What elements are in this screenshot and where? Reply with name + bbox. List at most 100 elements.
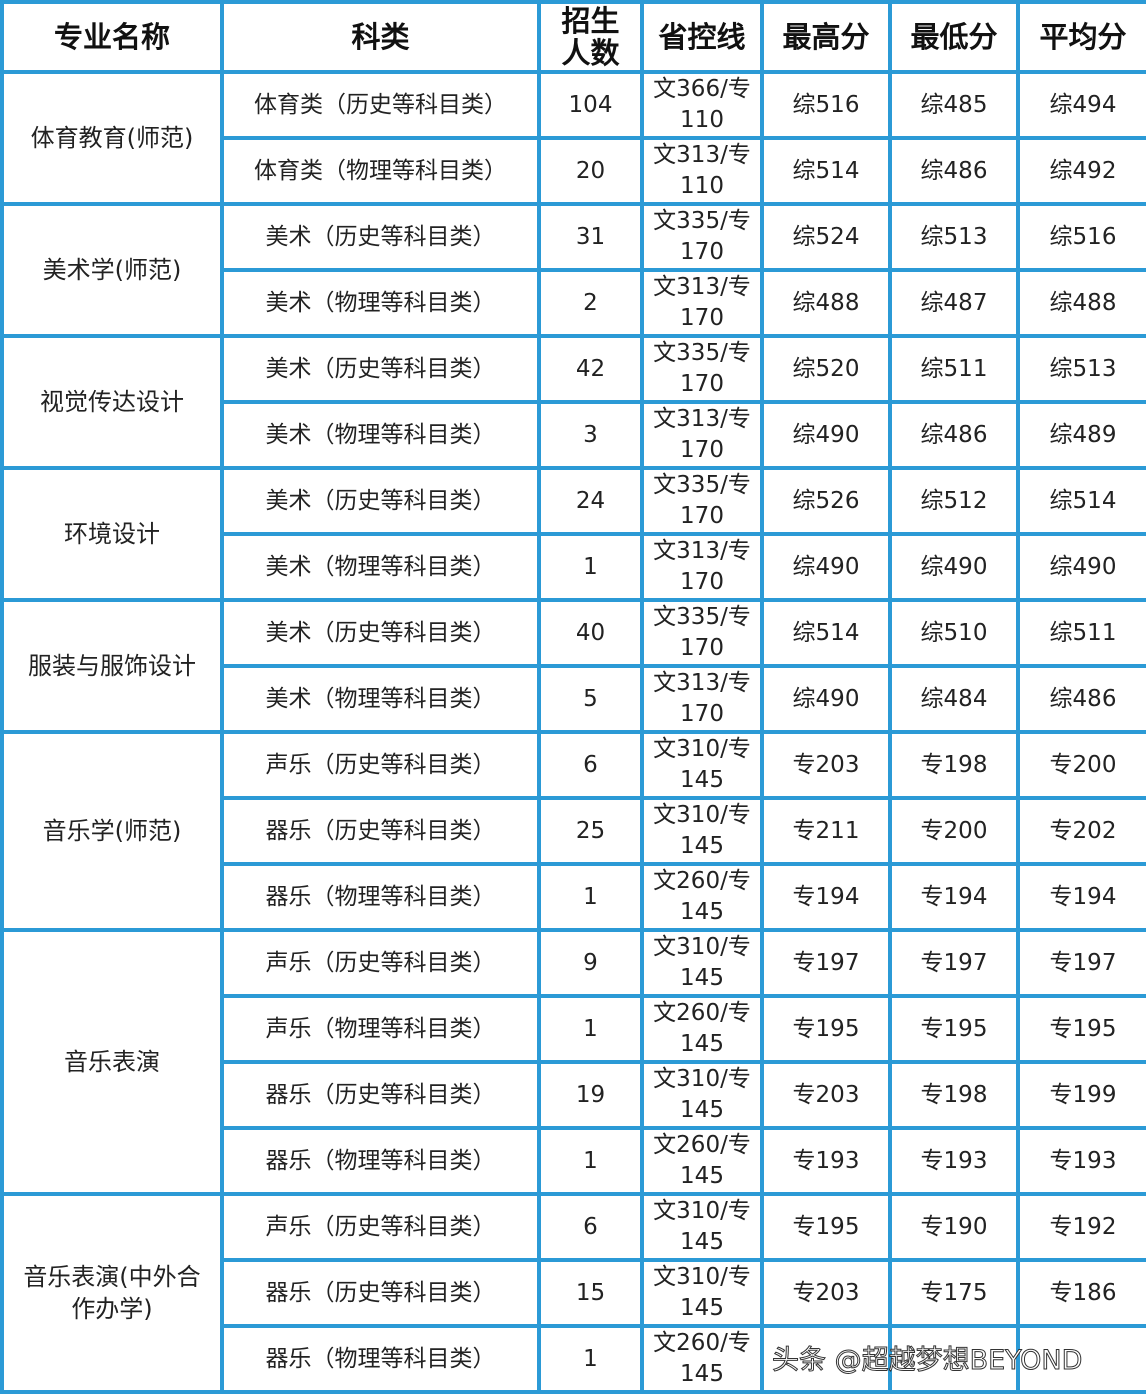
table-row: 声乐（物理等科目类） 1 文260/专145 专195 专195 专195 [2,994,1146,1064]
table-row: 音乐学(师范) 声乐（历史等科目类） 6 文310/专145 专203 专198 专200 [0,730,1146,932]
category-cell: 美术（物理等科目类） [220,664,541,734]
min-score-cell: 综486 [888,136,1020,206]
control-line-cell: 文335/专170 [640,202,764,272]
watermark: 头条 @超越梦想BEYOND [771,1345,1083,1377]
max-score-cell: 综514 [760,136,892,206]
enrollment-cell: 6 [537,730,644,800]
min-score-cell: 综513 [888,202,1020,272]
control-line-cell: 文313/专170 [640,400,764,470]
min-score-cell: 综486 [888,400,1020,470]
category-cell: 美术（物理等科目类） [220,268,541,338]
max-score-cell: 专197 [760,928,892,998]
header-major: 专业名称 [0,0,224,74]
enrollment-cell: 31 [537,202,644,272]
control-line-cell: 文310/专145 [640,730,764,800]
category-cell: 声乐（历史等科目类） [220,928,541,998]
avg-score-cell [1016,1324,1146,1394]
min-score-cell: 综484 [888,664,1020,734]
table-row: 音乐表演 声乐（历史等科目类） 9 文310/专145 专197 专197 专197 [0,928,1146,1196]
max-score-cell: 综524 [760,202,892,272]
min-score-cell: 专195 [888,994,1020,1064]
avg-score-cell: 综511 [1016,598,1146,668]
min-score-cell: 专200 [888,796,1020,866]
min-score-cell: 专193 [888,1126,1020,1196]
max-score-cell: 专203 [760,1258,892,1328]
enrollment-cell: 24 [537,466,644,536]
major-cell: 美术学(师范) [0,202,224,338]
avg-score-cell: 综488 [1016,268,1146,338]
control-line-cell: 文335/专170 [640,598,764,668]
major-cell: 音乐表演(中外合作办学) [0,1192,224,1394]
min-score-cell: 综490 [888,532,1020,602]
min-score-cell: 专197 [888,928,1020,998]
max-score-cell: 综490 [760,532,892,602]
avg-score-cell: 综486 [1016,664,1146,734]
category-cell: 体育类（历史等科目类） [220,70,541,140]
table-row: 美术（物理等科目类） 3 文313/专170 综490 综486 综489 [2,400,1146,470]
enrollment-cell: 104 [537,70,644,140]
category-cell: 器乐（历史等科目类） [220,796,541,866]
category-cell: 器乐（历史等科目类） [220,1060,541,1130]
avg-score-cell: 综514 [1016,466,1146,536]
major-cell: 音乐表演 [0,928,224,1196]
control-line-cell: 文310/专145 [640,1060,764,1130]
max-score-cell: 综490 [760,664,892,734]
control-line-cell: 文310/专145 [640,928,764,998]
table-row: 器乐（物理等科目类） 1 文260/专145 专194 专194 专194 [2,862,1146,932]
max-score-cell: 综520 [760,334,892,404]
header-control-line: 省控线 [640,0,764,74]
max-score-cell: 专193 [760,1126,892,1196]
table-row: 体育教育(师范) 体育类（历史等科目类） 104 文366/专110 综516 综485 综… [0,70,1146,206]
major-cell: 视觉传达设计 [0,334,224,470]
enrollment-cell: 42 [537,334,644,404]
min-score-cell: 综487 [888,268,1020,338]
table-row: 美术（物理等科目类） 5 文313/专170 综490 综484 综486 [2,664,1146,734]
enrollment-cell: 6 [537,1192,644,1262]
min-score-cell: 综511 [888,334,1020,404]
avg-score-cell: 综489 [1016,400,1146,470]
control-line-cell: 文310/专145 [640,1192,764,1262]
major-cell: 环境设计 [0,466,224,602]
max-score-cell: 专194 [760,862,892,932]
avg-score-cell: 综516 [1016,202,1146,272]
category-cell: 声乐（物理等科目类） [220,994,541,1064]
enrollment-cell: 5 [537,664,644,734]
table-row: 体育类（物理等科目类） 20 文313/专110 综514 综486 综492 [2,136,1146,206]
header-enrollment: 招生人数 [537,0,644,74]
enrollment-cell: 1 [537,1324,644,1394]
min-score-cell: 专175 [888,1258,1020,1328]
min-score-cell: 专194 [888,862,1020,932]
header-min-score: 最低分 [888,0,1020,74]
category-cell: 体育类（物理等科目类） [220,136,541,206]
enrollment-cell: 15 [537,1258,644,1328]
category-cell: 器乐（历史等科目类） [220,1258,541,1328]
min-score-cell: 综485 [888,70,1020,140]
category-cell: 美术（物理等科目类） [220,400,541,470]
table-row: 音乐表演(中外合作办学) 声乐（历史等科目类） 6 文310/专145 专195 专190… [0,1192,1146,1394]
table-row: 器乐（物理等科目类） 1 文260/专145 [2,1324,1146,1394]
avg-score-cell: 专199 [1016,1060,1146,1130]
control-line-cell: 文260/专145 [640,994,764,1064]
min-score-cell: 专190 [888,1192,1020,1262]
header-category: 科类 [220,0,541,74]
max-score-cell: 综516 [760,70,892,140]
control-line-cell: 文313/专170 [640,268,764,338]
category-cell: 美术（历史等科目类） [220,466,541,536]
table-row: 美术学(师范) 美术（历史等科目类） 31 文335/专170 综524 综513 综516 [0,202,1146,338]
control-line-cell: 文313/专110 [640,136,764,206]
min-score-cell: 专198 [888,730,1020,800]
control-line-cell: 文366/专110 [640,70,764,140]
min-score-cell: 综510 [888,598,1020,668]
category-cell: 声乐（历史等科目类） [220,1192,541,1262]
category-cell: 器乐（物理等科目类） [220,1126,541,1196]
enrollment-cell: 25 [537,796,644,866]
enrollment-cell: 1 [537,532,644,602]
avg-score-cell: 综513 [1016,334,1146,404]
table-row: 器乐（历史等科目类） 19 文310/专145 专203 专198 专199 [2,1060,1146,1130]
table-row: 服装与服饰设计 美术（历史等科目类） 40 文335/专170 综514 综510 综511 [0,598,1146,734]
max-score-cell: 专195 [760,994,892,1064]
enrollment-cell: 19 [537,1060,644,1130]
max-score-cell [760,1324,892,1394]
max-score-cell: 专203 [760,1060,892,1130]
